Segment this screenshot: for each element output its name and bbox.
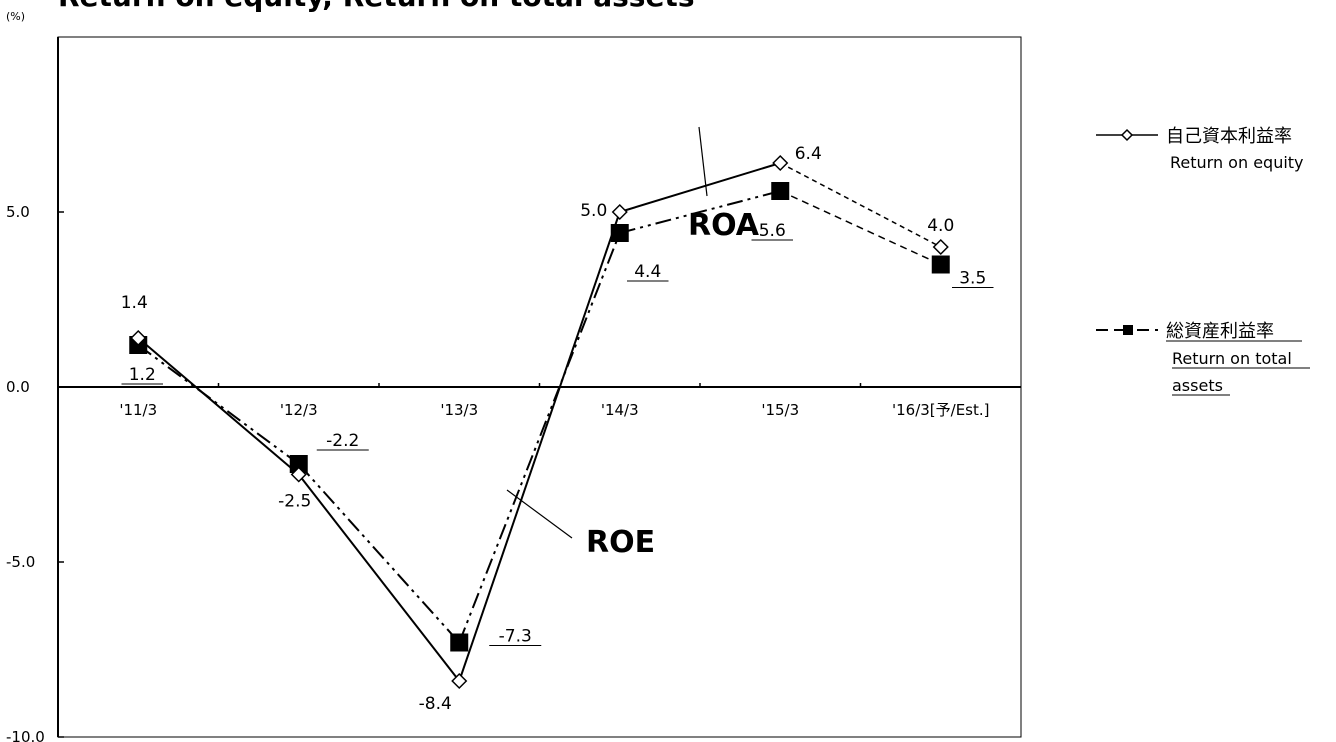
y-tick-label: 0.0 [6, 378, 30, 396]
x-tick-label: '11/3 [119, 401, 157, 419]
roa-point [450, 633, 469, 652]
roa-data-label: -7.3 [499, 627, 532, 647]
roa-line-segment [298, 463, 460, 644]
x-axis: '11/3 '12/3 '13/3 '14/3 '15/3 '16/3[予/Est.] [58, 383, 1021, 419]
unit-label: (%) [6, 10, 25, 23]
roe-point [772, 154, 789, 172]
legend-roa-subtitle-line2: assets [1172, 376, 1223, 395]
roe-annotation: ROE [506, 489, 655, 560]
roe-data-label: 5.0 [580, 201, 607, 221]
roa-annotation: ROA [688, 126, 760, 243]
roa-data-label: 1.2 [129, 365, 156, 385]
x-tick-label: '15/3 [761, 401, 799, 419]
roe-line-segment [137, 337, 300, 476]
roa-line-segment [137, 344, 300, 465]
y-tick-label: 5.0 [6, 203, 30, 221]
roe-data-label: -8.4 [419, 694, 452, 714]
legend-roa-title: 総資産利益率 [1166, 321, 1274, 342]
roe-point [130, 329, 147, 347]
roa-point [610, 224, 629, 242]
roe-data-label: -2.5 [278, 492, 311, 512]
roe-line-segment [297, 473, 461, 682]
y-tick-label: -10.0 [6, 728, 45, 742]
roe-point [611, 203, 628, 221]
roe-data-label: 1.4 [121, 293, 148, 313]
series-lines [137, 162, 942, 682]
roa-data-label: 3.5 [959, 269, 986, 289]
roa-annotation-label: ROA [688, 208, 760, 243]
roa-point [289, 455, 308, 473]
roa-line-segment [458, 232, 621, 643]
roa-data-label: 4.4 [634, 262, 661, 282]
x-tick-label: '14/3 [601, 401, 639, 419]
roe-data-label: 4.0 [927, 216, 954, 236]
roa-line-segment [619, 190, 781, 234]
y-axis-ticks: 5.0 0.0 -5.0 -10.0 [6, 203, 64, 742]
roa-data-label: 5.6 [759, 221, 786, 241]
chart-title: Return on equity, Return on total assets [58, 0, 694, 13]
roe-data-label: 6.4 [795, 144, 822, 164]
data-labels: 1.4 -2.5 -8.4 5.0 6.4 4.0 1.2 -2.2 -7.3 4.4 5.6 3.5 [121, 144, 994, 714]
roe-pointer-line [506, 489, 573, 539]
legend-roe-marker [1120, 128, 1134, 142]
roe-point [290, 466, 307, 483]
x-tick-label: '12/3 [280, 401, 318, 419]
roe-line-segment [779, 162, 942, 248]
x-tick-label: '16/3[予/Est.] [892, 401, 990, 419]
roa-data-label: -2.2 [326, 431, 359, 451]
roa-line-segment [779, 190, 942, 266]
x-tick-label: '13/3 [440, 401, 478, 419]
roa-point [931, 255, 950, 274]
legend-roa-subtitle-line1: Return on total [1172, 349, 1292, 368]
roe-point [932, 238, 949, 256]
legend-roa-marker [1123, 325, 1133, 335]
roa-pointer-line [698, 126, 708, 197]
roe-point [451, 672, 468, 690]
legend: 自己資本利益率 Return on equity 総資産利益率 Return o… [1096, 126, 1310, 396]
roa-point [771, 182, 790, 200]
y-tick-label: -5.0 [6, 553, 35, 571]
legend-roe-title: 自己資本利益率 [1166, 126, 1292, 147]
legend-roa: 総資産利益率 Return on total assets [1096, 321, 1310, 396]
legend-roe-subtitle: Return on equity [1170, 153, 1304, 172]
roe-line-segment [458, 211, 621, 682]
legend-roe: 自己資本利益率 Return on equity [1096, 126, 1304, 172]
roe-annotation-label: ROE [586, 525, 655, 560]
series-markers [129, 154, 950, 690]
roe-line-segment [619, 162, 781, 213]
